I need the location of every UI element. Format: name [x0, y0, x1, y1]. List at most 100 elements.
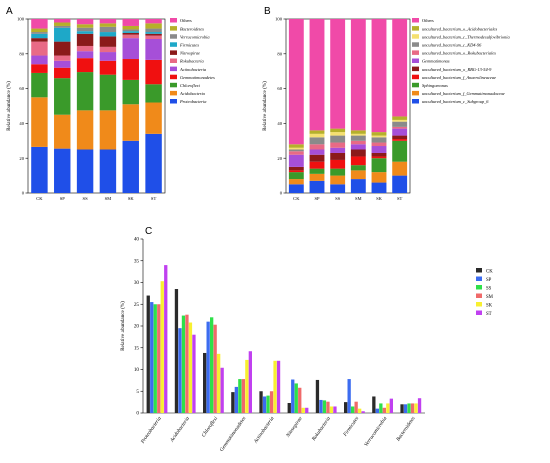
y-tick-label: 35 — [134, 258, 140, 264]
x-tick-label: Nitrospirae — [285, 415, 305, 439]
legend-label: SP — [486, 278, 492, 283]
bar-segment — [31, 55, 48, 65]
x-tick-label: SS — [83, 196, 89, 201]
legend-swatch — [170, 42, 177, 47]
bar-segment — [392, 126, 408, 129]
bar — [220, 367, 224, 413]
bar — [276, 360, 281, 413]
legend-swatch — [412, 99, 419, 104]
bar-segment — [31, 19, 48, 29]
bar — [266, 395, 270, 413]
bar-segment — [350, 170, 366, 180]
bar-segment — [350, 144, 366, 150]
bar-segment — [99, 26, 117, 33]
x-tick-label: Verrucomicrobia — [363, 415, 388, 447]
legend-label: Rokubacteria — [179, 59, 204, 64]
bar — [269, 391, 274, 413]
bar-segment — [54, 67, 71, 79]
bar-segment — [145, 84, 162, 103]
legend — [475, 267, 499, 318]
bar-segment — [330, 132, 346, 136]
bar — [414, 403, 418, 413]
bar-segment — [99, 149, 117, 193]
bar-segment — [54, 27, 71, 42]
bar-segment — [76, 45, 94, 52]
legend-swatch — [476, 310, 482, 315]
bar-segment — [392, 121, 408, 127]
bar — [206, 321, 210, 413]
bar-segment — [122, 38, 139, 60]
bar — [347, 379, 351, 413]
legend-label: SM — [486, 295, 494, 300]
bar — [375, 408, 379, 413]
legend-swatch — [476, 268, 482, 273]
bar-segment — [145, 59, 162, 85]
bar-segment — [288, 147, 304, 150]
bar-segment — [54, 25, 71, 28]
bar-segment — [309, 130, 325, 134]
bar-segment — [76, 19, 94, 25]
bar-segment — [99, 52, 117, 61]
y-tick-label: 15 — [134, 345, 140, 351]
bar — [174, 289, 179, 413]
bar-segment — [145, 133, 162, 193]
bar — [188, 322, 193, 413]
bar — [417, 398, 422, 413]
bar-segment — [76, 27, 94, 32]
bar-segment — [76, 51, 94, 59]
bar-segment — [99, 60, 117, 75]
bar — [217, 353, 221, 413]
bar-segment — [309, 173, 325, 181]
bar — [301, 407, 305, 413]
legend-label: ST — [486, 312, 492, 317]
bar-segment — [99, 110, 117, 150]
x-tick-label: Actinobacteria — [252, 415, 275, 445]
legend-label: Proteobacteria — [179, 99, 207, 104]
bar — [294, 383, 298, 413]
x-tick-label: SP — [314, 196, 320, 201]
bar — [241, 379, 245, 413]
x-tick-label: Gemmatimonadetes — [219, 416, 248, 453]
legend-label: uncultured_bacterium_o_Acidobacteriales — [422, 26, 497, 31]
bar-segment — [371, 146, 387, 153]
bar-segment — [76, 31, 94, 34]
bar — [153, 304, 157, 413]
legend-label: Others — [180, 18, 192, 23]
x-tick-label: SS — [335, 196, 341, 201]
bar-segment — [309, 180, 325, 193]
bar-segment — [330, 128, 346, 133]
bar-segment — [31, 64, 48, 73]
plot-frame — [27, 18, 166, 194]
bar-segment — [309, 161, 325, 169]
y-tick-label: 40 — [277, 121, 282, 126]
bar — [372, 396, 376, 413]
y-tick-label: 25 — [134, 302, 140, 308]
panel-b: B Relative abundance (%) 0 20 40 60 80 100 CK SP S… — [261, 6, 510, 201]
bar-segment — [371, 158, 387, 173]
panel-letter: A — [6, 6, 13, 17]
bar-segment — [122, 25, 139, 30]
bar-segment — [99, 19, 117, 24]
bar-segment — [392, 116, 408, 120]
bar-segment — [330, 184, 346, 193]
bar-segment — [54, 19, 71, 23]
bar — [248, 351, 252, 413]
legend-swatch — [412, 26, 419, 31]
bar-segment — [288, 19, 304, 145]
bar-segment — [54, 41, 71, 56]
bar-segment — [371, 156, 387, 159]
x-tick-label: Proteobacteria — [139, 415, 163, 445]
bar-segment — [392, 128, 408, 136]
bar-segment — [76, 110, 94, 150]
legend-label: Verrucomicrobia — [180, 34, 210, 39]
bar — [298, 387, 302, 413]
bar-segment — [99, 46, 117, 53]
bar-segment — [122, 79, 139, 105]
legend-label: Others — [422, 18, 434, 23]
bar-segment — [350, 179, 366, 193]
bar-segment — [122, 34, 139, 39]
legend-swatch — [476, 293, 482, 298]
bar — [262, 396, 267, 413]
bar — [238, 379, 242, 413]
x-tick-label: SK — [128, 196, 135, 201]
